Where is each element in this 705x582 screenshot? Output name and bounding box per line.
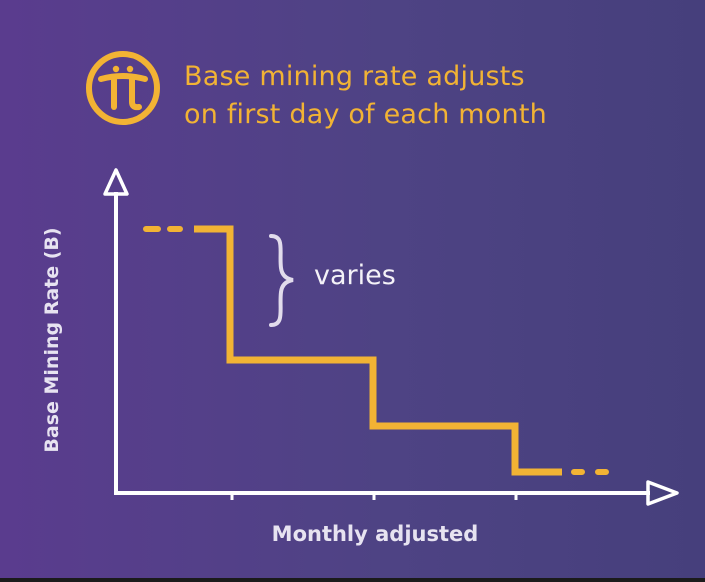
- axes: [103, 168, 679, 506]
- bottom-border: [0, 578, 705, 582]
- title-line-1: Base mining rate adjusts: [184, 61, 525, 92]
- title-line-2: on first day of each month: [184, 99, 547, 130]
- mining-rate-step-line: [143, 225, 609, 476]
- pi-coin-logo-icon: [86, 51, 160, 125]
- x-axis-arrowhead: [646, 480, 679, 506]
- x-axis-label: Monthly adjusted: [271, 522, 479, 546]
- y-axis-label: Base Mining Rate (B): [41, 227, 63, 453]
- curly-brace-icon: [269, 234, 294, 327]
- step-path: [194, 225, 562, 476]
- diagram-title: Base mining rate adjusts on first day of…: [184, 58, 704, 134]
- y-axis-arrowhead: [103, 168, 129, 196]
- varies-annotation: varies: [314, 260, 396, 291]
